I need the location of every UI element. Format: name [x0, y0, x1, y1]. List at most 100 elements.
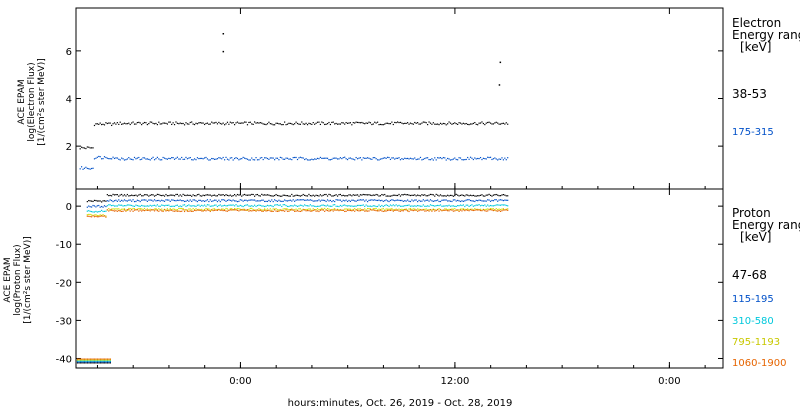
electron-point-2	[176, 156, 179, 158]
proton-point-1	[385, 195, 387, 197]
proton-point-5	[354, 210, 356, 212]
proton-point-5	[222, 209, 224, 212]
proton-point-2	[285, 200, 287, 202]
electron-point-1	[233, 124, 236, 126]
proton-point-5	[276, 210, 279, 212]
proton-point-4	[121, 208, 123, 210]
proton-point-2	[396, 199, 399, 201]
electron-point-1	[437, 123, 439, 125]
proton-fill-point-2	[101, 361, 103, 363]
proton-fill-point-1	[86, 362, 89, 364]
proton-point-5	[427, 209, 429, 211]
proton-point-2	[138, 200, 140, 202]
proton-point-5	[269, 210, 271, 212]
electron-point-2	[108, 158, 110, 160]
proton-point-2	[181, 200, 183, 202]
electron-point-2	[153, 159, 156, 161]
proton-point-2	[304, 199, 306, 201]
proton-point-4	[366, 208, 369, 210]
electron-point-1	[324, 123, 326, 126]
proton-point-5	[306, 209, 309, 212]
proton-point-1	[209, 194, 211, 196]
proton-point-3	[489, 204, 492, 207]
proton-point-3	[295, 205, 297, 207]
electron-point-2	[79, 168, 81, 170]
proton-point-4	[231, 208, 233, 210]
electron-point-2	[312, 159, 314, 161]
proton-point-5	[348, 209, 350, 212]
proton-point-2	[108, 200, 110, 202]
proton-point-5	[359, 210, 362, 212]
electron-point-1	[395, 122, 397, 124]
proton-point-3	[261, 205, 263, 207]
proton-point-4	[447, 209, 449, 211]
proton-point-3	[306, 205, 309, 207]
proton-point-3	[131, 204, 133, 207]
proton-point-2	[195, 200, 197, 202]
electron-point-2	[338, 158, 340, 160]
proton-point-4	[212, 208, 214, 210]
proton-point-1	[355, 194, 357, 196]
proton-point-1	[248, 194, 250, 196]
proton-point-2	[311, 199, 313, 201]
proton-point-4	[349, 208, 352, 210]
electron-point-1	[122, 123, 124, 125]
proton-fill-point-4	[104, 359, 106, 361]
electron-point-2	[125, 159, 127, 161]
electron-point-1	[427, 123, 429, 126]
proton-point-2	[142, 199, 144, 201]
proton-point-5	[131, 209, 133, 211]
electron-point-1	[444, 123, 446, 125]
proton-point-5	[185, 209, 187, 211]
proton-point-5	[279, 209, 281, 211]
proton-fill-point-5	[88, 358, 90, 360]
proton-point-1	[311, 195, 313, 197]
electron-point-2	[246, 158, 249, 160]
proton-point-1	[259, 195, 261, 197]
proton-point-1	[158, 193, 160, 196]
electron-point-1	[281, 124, 283, 126]
electron-point-1	[215, 121, 217, 124]
proton-point-5	[418, 210, 420, 212]
proton-point-4	[132, 207, 134, 210]
proton-point-4	[348, 208, 350, 210]
electron-point-1	[83, 147, 86, 149]
electron-point-1	[375, 122, 377, 124]
proton-point-5	[262, 210, 264, 212]
proton-point-2	[122, 200, 124, 202]
electron-point-1	[128, 122, 130, 124]
electron-legend: Electron Energy range [keV] 38-53 175-31…	[732, 16, 800, 138]
proton-point-4	[278, 209, 280, 211]
proton-point-1	[332, 195, 334, 197]
proton-point-4	[162, 209, 164, 211]
proton-point-1	[294, 195, 296, 197]
electron-legend-series-1: 38-53	[732, 87, 767, 101]
proton-point-1	[202, 194, 204, 196]
electron-point-1	[93, 124, 96, 127]
electron-point-1	[441, 123, 443, 125]
electron-point-2	[471, 157, 473, 159]
proton-point-1	[86, 201, 88, 203]
electron-point-2	[366, 157, 369, 159]
proton-point-4	[336, 208, 339, 210]
electron-point-2	[181, 156, 183, 159]
proton-point-1	[438, 195, 440, 197]
electron-point-1	[322, 122, 324, 124]
proton-point-4	[452, 208, 454, 210]
proton-point-1	[485, 194, 487, 196]
proton-fill-point-3	[85, 360, 87, 362]
proton-legend-title-3: [keV]	[740, 230, 771, 244]
proton-point-3	[178, 205, 180, 208]
electron-point-2	[119, 159, 121, 161]
proton-point-1	[139, 193, 141, 196]
proton-point-4	[359, 208, 362, 210]
proton-point-2	[471, 200, 473, 202]
proton-point-1	[331, 195, 333, 197]
proton-point-3	[291, 205, 293, 207]
electron-point-1	[309, 123, 311, 125]
proton-fill-point-5	[92, 358, 94, 360]
proton-point-2	[404, 200, 406, 202]
proton-point-2	[121, 199, 123, 201]
proton-point-3	[265, 205, 267, 207]
proton-point-4	[346, 208, 349, 210]
